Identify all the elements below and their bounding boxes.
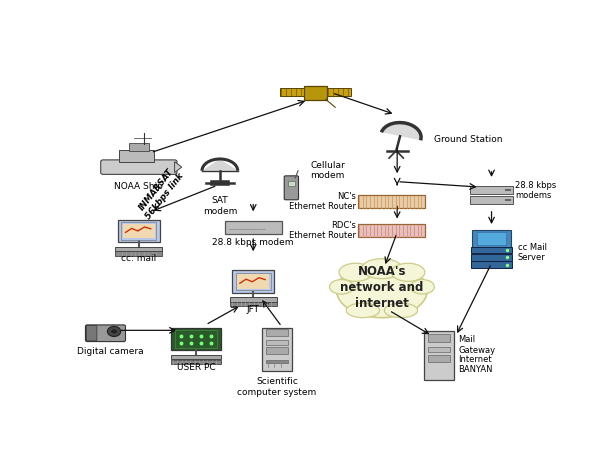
Text: JFT: JFT (247, 305, 260, 314)
FancyBboxPatch shape (224, 221, 282, 234)
FancyBboxPatch shape (357, 225, 426, 237)
FancyBboxPatch shape (236, 273, 271, 291)
Text: 28.8 kbps modem: 28.8 kbps modem (212, 238, 294, 247)
FancyBboxPatch shape (171, 328, 221, 350)
FancyBboxPatch shape (230, 302, 277, 307)
Text: Ground Station: Ground Station (434, 136, 503, 145)
Text: Internet
BANYAN: Internet BANYAN (458, 355, 493, 374)
FancyBboxPatch shape (85, 325, 125, 341)
Text: cc: mail: cc: mail (121, 254, 156, 263)
FancyBboxPatch shape (119, 150, 154, 162)
FancyBboxPatch shape (471, 247, 512, 253)
Polygon shape (175, 162, 182, 172)
FancyBboxPatch shape (118, 219, 160, 242)
Text: SAT
modem: SAT modem (203, 196, 237, 216)
Text: RDC's
Ethernet Router: RDC's Ethernet Router (288, 221, 355, 240)
FancyBboxPatch shape (280, 88, 304, 96)
FancyBboxPatch shape (472, 230, 510, 248)
Text: NC's
Ethernet Router: NC's Ethernet Router (288, 192, 355, 211)
FancyBboxPatch shape (470, 196, 514, 204)
FancyBboxPatch shape (171, 355, 221, 359)
Text: NOAA Ship: NOAA Ship (114, 182, 163, 191)
FancyBboxPatch shape (428, 355, 450, 362)
Ellipse shape (391, 263, 425, 281)
FancyBboxPatch shape (116, 251, 162, 256)
FancyBboxPatch shape (288, 180, 295, 186)
FancyBboxPatch shape (262, 328, 292, 371)
FancyBboxPatch shape (86, 325, 97, 341)
FancyBboxPatch shape (230, 297, 277, 302)
FancyBboxPatch shape (266, 329, 288, 336)
Text: NOAA's
network and
internet: NOAA's network and internet (340, 265, 424, 310)
FancyBboxPatch shape (266, 347, 288, 354)
Ellipse shape (411, 280, 434, 294)
FancyBboxPatch shape (428, 334, 450, 341)
Polygon shape (202, 159, 238, 171)
FancyBboxPatch shape (232, 270, 274, 293)
FancyBboxPatch shape (175, 330, 218, 348)
FancyBboxPatch shape (477, 232, 506, 245)
Text: Digital camera: Digital camera (77, 347, 143, 356)
Ellipse shape (330, 280, 353, 294)
FancyBboxPatch shape (101, 160, 177, 174)
FancyBboxPatch shape (171, 360, 221, 364)
Text: Mail
Gateway: Mail Gateway (458, 335, 495, 355)
FancyBboxPatch shape (123, 224, 154, 238)
FancyBboxPatch shape (327, 88, 351, 96)
FancyBboxPatch shape (304, 86, 327, 100)
FancyBboxPatch shape (266, 360, 288, 363)
Text: INMARSAT
56kbps link: INMARSAT 56kbps link (135, 164, 185, 220)
FancyBboxPatch shape (471, 261, 512, 268)
FancyBboxPatch shape (470, 186, 514, 194)
Polygon shape (381, 122, 421, 140)
FancyBboxPatch shape (266, 340, 288, 345)
FancyBboxPatch shape (424, 332, 454, 380)
FancyBboxPatch shape (428, 347, 450, 352)
Circle shape (111, 329, 117, 334)
Circle shape (108, 326, 121, 336)
FancyBboxPatch shape (357, 195, 426, 209)
FancyBboxPatch shape (284, 176, 298, 200)
Ellipse shape (336, 263, 427, 317)
FancyBboxPatch shape (237, 275, 269, 289)
FancyBboxPatch shape (129, 143, 149, 151)
Text: cc Mail
Server: cc Mail Server (518, 243, 547, 262)
Text: USER PC: USER PC (177, 363, 215, 372)
Ellipse shape (339, 263, 373, 281)
Text: Cellular
modem: Cellular modem (311, 161, 345, 180)
Ellipse shape (362, 259, 402, 279)
Text: 28.8 kbps
modems: 28.8 kbps modems (515, 181, 557, 200)
FancyBboxPatch shape (471, 254, 512, 261)
Ellipse shape (384, 303, 418, 317)
FancyBboxPatch shape (116, 246, 162, 251)
Ellipse shape (346, 303, 379, 317)
FancyBboxPatch shape (121, 222, 156, 240)
Text: Scientific
computer system: Scientific computer system (237, 377, 317, 397)
